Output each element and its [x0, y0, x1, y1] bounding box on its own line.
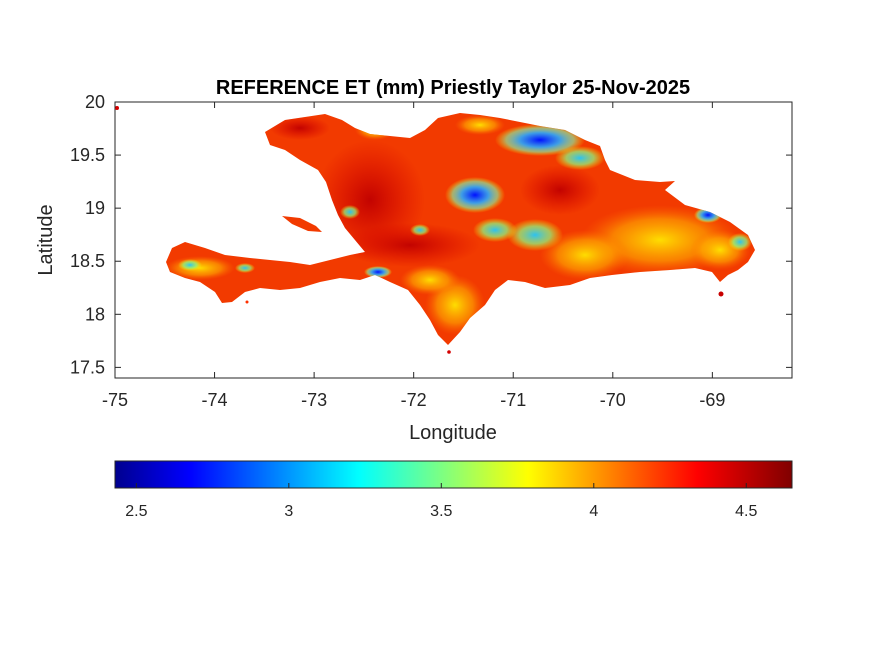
colorbar-tick-label: 2.5	[125, 503, 147, 520]
chart-title: REFERENCE ET (mm) Priestly Taylor 25-Nov…	[216, 77, 690, 99]
heatmap-cool-areas	[178, 124, 752, 278]
x-tick-label: -75	[102, 390, 128, 410]
y-tick-label: 17.5	[70, 357, 105, 377]
x-axis-label: Longitude	[409, 422, 497, 444]
x-tick-label: -70	[600, 390, 626, 410]
x-axis: -75 -74 -73 -72 -71 -70 -69	[102, 102, 725, 410]
colorbar	[114, 460, 793, 489]
y-axis-label: Latitude	[35, 204, 57, 275]
y-tick-label: 19	[85, 198, 105, 218]
x-tick-label: -69	[699, 390, 725, 410]
colorbar-ticks: 2.5 3 3.5 4 4.5	[125, 483, 757, 520]
x-tick-label: -72	[401, 390, 427, 410]
y-tick-label: 19.5	[70, 145, 105, 165]
y-tick-label: 18	[85, 304, 105, 324]
x-tick-label: -73	[301, 390, 327, 410]
colorbar-tick-label: 3	[284, 503, 293, 520]
y-tick-label: 20	[85, 92, 105, 112]
x-tick-label: -71	[500, 390, 526, 410]
colorbar-tick-label: 4	[589, 503, 598, 520]
y-axis: 17.5 18 18.5 19 19.5 20	[70, 92, 792, 377]
small-islands	[115, 106, 724, 354]
x-tick-label: -74	[202, 390, 228, 410]
colorbar-tick-label: 3.5	[430, 503, 452, 520]
y-tick-label: 18.5	[70, 251, 105, 271]
colorbar-tick-label: 4.5	[735, 503, 757, 520]
